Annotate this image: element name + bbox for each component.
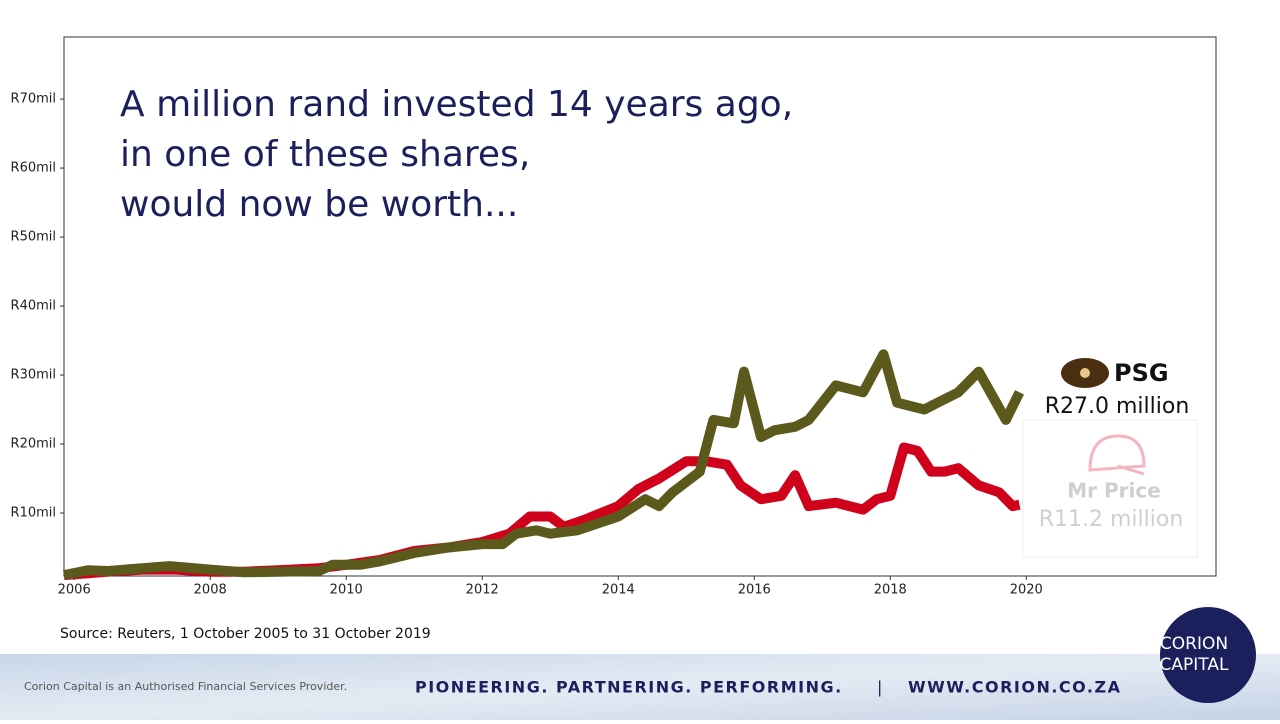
x-tick-label: 2010 [330,583,363,598]
end-label: R27.0 million [1045,394,1190,419]
separator: | [877,678,882,697]
headline: in one of these shares, [120,134,530,175]
x-tick-label: 2012 [466,583,499,598]
headline: A million rand invested 14 years ago, [120,84,793,125]
logo-text: CAPITAL [1160,655,1229,675]
legend-name: PSG [1114,359,1169,387]
y-tick-label: R30mil [11,368,56,383]
y-tick-label: R70mil [11,92,56,107]
end-label: R11.2 million [1039,507,1184,532]
mrp-logo [1088,434,1146,476]
x-tick-label: 2016 [738,583,771,598]
x-tick-label: 2008 [194,583,227,598]
y-tick-label: R50mil [11,230,56,245]
logo-circle [1160,607,1256,703]
footer-bg [0,654,1280,720]
disclaimer: Corion Capital is an Authorised Financia… [24,680,347,693]
x-tick-label: 2018 [874,583,907,598]
x-tick-label: 2020 [1010,583,1043,598]
website: WWW.CORION.CO.ZA [908,678,1121,697]
headline: would now be worth... [120,184,518,225]
x-tick-label: 2006 [58,583,91,598]
series-line [63,349,1024,581]
source: Source: Reuters, 1 October 2005 to 31 Oc… [60,626,431,642]
y-tick-label: R10mil [11,506,56,521]
tagline: PIONEERING. PARTNERING. PERFORMING. [415,678,843,697]
x-tick-label: 2014 [602,583,635,598]
legend-name: Mr Price [1067,479,1161,503]
psg-logo [1061,358,1109,388]
logo-text: CORION [1160,634,1228,654]
y-tick-label: R20mil [11,437,56,452]
y-tick-label: R60mil [11,161,56,176]
mrp-box [1022,419,1198,558]
y-tick-label: R40mil [11,299,56,314]
